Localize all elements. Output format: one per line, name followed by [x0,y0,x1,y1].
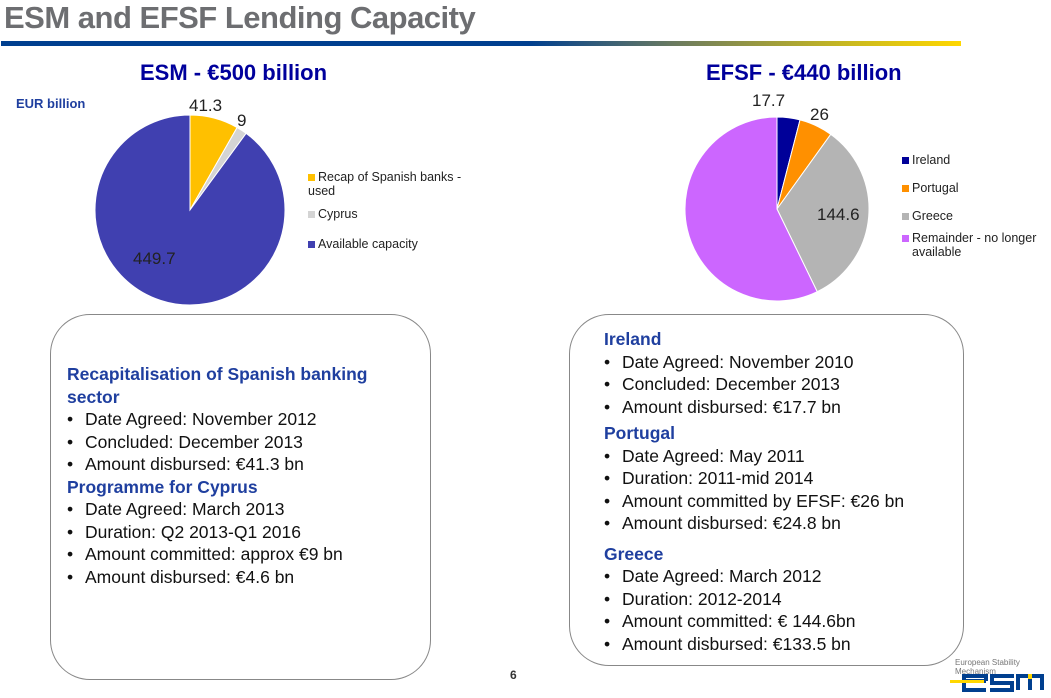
data-label: 9 [237,111,247,130]
pie-slice-greece [776,133,870,293]
legend-swatch [308,174,315,181]
data-label: 26 [810,105,829,124]
legend-label: Available capacity [318,237,418,251]
legend-label: Remainder - no longer available [912,231,1037,259]
bullet: Amount committed by EFSF: €26 bn [604,490,954,513]
legend-label: Recap of Spanish banks - used [308,170,462,198]
bullet: Amount disbursed: €4.6 bn [67,566,417,589]
legend-label: Portugal [912,181,959,195]
title-underline [1,41,961,46]
legend-item: Available capacity [308,237,488,251]
esm-chart-title: ESM - €500 billion [140,60,328,85]
bullet: Amount committed: approx €9 bn [67,543,417,566]
legend-swatch [902,213,909,220]
page-number: 6 [510,668,517,682]
esm-programmes-text: Recapitalisation of Spanish banking sect… [67,363,417,588]
legend-swatch [308,241,315,248]
section-heading: Ireland [604,329,662,349]
slide-title: ESM and EFSF Lending Capacity [4,0,476,35]
bullet: Date Agreed: November 2010 [604,351,954,374]
esm-legend: Recap of Spanish banks - used Cyprus Ava… [308,170,488,251]
bullet: Date Agreed: May 2011 [604,445,954,468]
data-label: 449.7 [133,249,176,268]
legend-item: Portugal [902,181,1051,195]
pie-slice-available-capacity [94,114,286,306]
bullet: Amount disbursed: €17.7 bn [604,396,954,419]
legend-label: Ireland [912,153,951,167]
legend-swatch [902,185,909,192]
esm-pie [94,114,286,306]
bullet: Duration: 2011-mid 2014 [604,467,954,490]
legend-item: Greece [902,209,1051,223]
bullet: Duration: 2012-2014 [604,588,954,611]
esm-programmes-box: Recapitalisation of Spanish banking sect… [50,314,431,680]
legend-swatch [308,211,315,218]
legend-item: Remainder - no longer available [902,231,1051,259]
section-heading: Greece [604,543,664,564]
bullet: Concluded: December 2013 [604,373,954,396]
efsf-legend: Ireland Portugal Greece Remainder - no l… [902,153,1051,259]
bullet: Date Agreed: March 2013 [67,498,417,521]
pie-slice-remainder-no-longer-available [684,116,818,302]
bullet: Concluded: December 2013 [67,431,417,454]
esm-logo [950,674,1044,692]
efsf-pie [684,116,870,302]
bullet: Date Agreed: November 2012 [67,408,417,431]
section-heading: Programme for Cyprus [67,476,258,497]
legend-swatch [902,157,909,164]
legend-item: Ireland [902,153,1051,167]
pies [94,114,870,306]
data-label: 17.7 [752,91,786,110]
legend-item: Recap of Spanish banks - used [308,170,488,198]
section-heading: Recapitalisation of Spanish banking sect… [67,364,368,407]
bullet: Amount disbursed: €133.5 bn [604,633,954,656]
bullet: Amount committed: € 144.6bn [604,610,954,633]
section-heading: Portugal [604,423,675,443]
legend-swatch [902,235,909,242]
efsf-chart-title: EFSF - €440 billion [706,60,902,85]
efsf-programmes-text: Ireland Date Agreed: November 2010 Concl… [604,328,954,655]
logo-tagline: European Stability Mechanism [955,658,1020,676]
bullet: Amount disbursed: €41.3 bn [67,453,417,476]
data-label: 144.6 [817,205,860,224]
legend-label: Cyprus [318,207,358,221]
efsf-programmes-box: Ireland Date Agreed: November 2010 Concl… [569,314,964,666]
unit-label: EUR billion [16,96,86,111]
bullet: Amount disbursed: €24.8 bn [604,512,954,535]
bullet: Duration: Q2 2013-Q1 2016 [67,521,417,544]
data-label: 41.3 [189,96,223,115]
legend-item: Cyprus [308,207,488,221]
legend-label: Greece [912,209,953,223]
bullet: Date Agreed: March 2012 [604,565,954,588]
